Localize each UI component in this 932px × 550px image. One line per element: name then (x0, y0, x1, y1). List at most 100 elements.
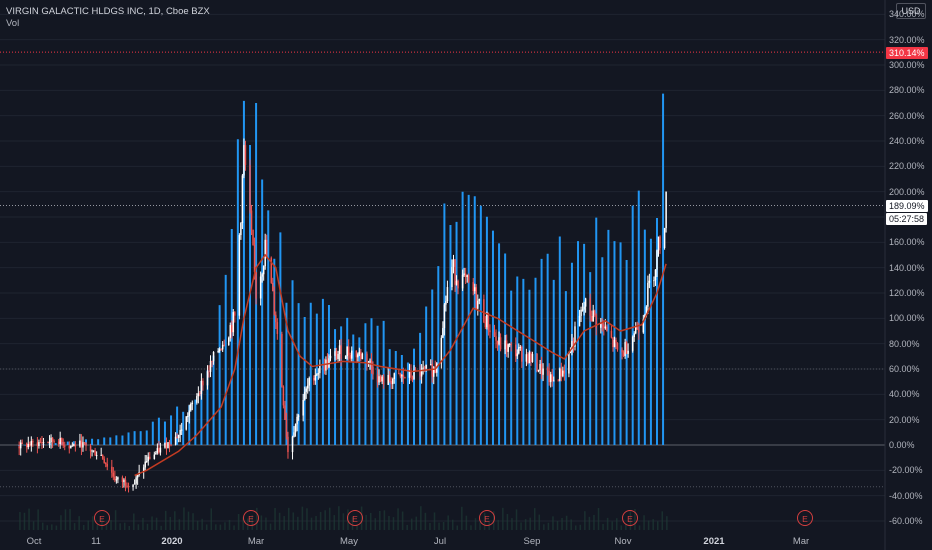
earnings-marker[interactable]: E (94, 510, 110, 526)
candle-body (273, 291, 276, 315)
candle-body (518, 347, 520, 354)
volume-histogram-bar (292, 512, 295, 530)
volume-histogram-bar (69, 509, 71, 530)
candle-body (284, 405, 286, 420)
candle-body (562, 370, 564, 377)
y-tick-label: 240.00% (889, 135, 925, 146)
candle-body (89, 446, 92, 452)
volume-histogram-bar (19, 512, 21, 530)
candle-body (472, 282, 474, 292)
candle-body (212, 351, 215, 362)
volume-histogram-bar (192, 513, 194, 530)
candle-body (313, 377, 315, 381)
volume-histogram-bar (123, 522, 126, 530)
candle-body (335, 351, 338, 359)
earnings-marker[interactable]: E (347, 510, 363, 526)
volume-histogram-bar (310, 517, 313, 530)
candle-body (47, 442, 49, 444)
volume-histogram-bar (283, 516, 285, 530)
candle-body (530, 352, 532, 362)
x-tick-label: Nov (614, 536, 632, 547)
candle-body (495, 336, 497, 341)
candle-body (381, 376, 383, 382)
candle-body (293, 432, 295, 437)
candle-body (303, 391, 306, 400)
candle-body (132, 484, 134, 487)
candle-body (296, 416, 298, 425)
volume-histogram-bar (260, 515, 263, 530)
x-tick-label: Oct (26, 536, 42, 547)
volume-histogram-bar (338, 506, 340, 530)
earnings-marker[interactable]: E (622, 510, 638, 526)
candle-body (200, 380, 203, 394)
candle-body (540, 363, 543, 375)
candle-body (202, 380, 204, 386)
volume-histogram-bar (447, 515, 449, 530)
candle-body (276, 322, 279, 334)
candle-body (625, 342, 628, 354)
candle-body (483, 299, 485, 323)
volume-histogram-bar (520, 522, 522, 530)
candle-body (340, 345, 342, 359)
candle-body (388, 374, 391, 381)
volume-histogram-bar (142, 517, 144, 530)
earnings-marker[interactable]: E (243, 510, 259, 526)
candle-body (647, 282, 649, 307)
candle-body (70, 446, 72, 449)
candle-body (393, 373, 396, 380)
candle-body (111, 466, 113, 473)
candle-body (648, 280, 651, 283)
candle-body (590, 315, 593, 322)
candle-body (398, 373, 400, 375)
candle-body (316, 374, 318, 376)
candle-body (294, 424, 297, 433)
candle-body (71, 445, 74, 447)
volume-histogram-bar (164, 510, 167, 530)
candle-body (63, 445, 66, 447)
candle-body (615, 339, 617, 344)
currency-button[interactable]: USD (896, 3, 926, 19)
earnings-marker[interactable]: E (479, 510, 495, 526)
candle-body (252, 229, 254, 245)
volume-histogram-bar (515, 509, 518, 530)
volume-histogram-bar (570, 519, 572, 530)
candle-body (164, 443, 166, 448)
candle-body (466, 275, 468, 278)
candle-body (238, 235, 241, 316)
candle-body (361, 353, 364, 360)
candle-body (358, 351, 361, 355)
volume-histogram-bar (561, 517, 563, 530)
volume-histogram-bar (625, 523, 627, 530)
candle-body (174, 436, 177, 445)
candle-body (572, 341, 575, 347)
candle-body (177, 434, 180, 438)
volume-histogram-bar (297, 516, 299, 530)
candle-body (221, 344, 224, 350)
candle-body (255, 272, 257, 299)
candle-body (659, 236, 661, 248)
candle-body (209, 360, 212, 372)
moving-average-line (134, 253, 667, 477)
volume-histogram-bar (46, 525, 49, 530)
x-tick-label: Sep (523, 536, 541, 547)
candle-body (48, 442, 51, 444)
candle-body (467, 275, 470, 283)
plot-area (0, 0, 885, 550)
volume-histogram-bar (128, 525, 131, 530)
candle-body (101, 454, 104, 459)
candle-body (281, 333, 283, 387)
volume-histogram-bar (278, 512, 281, 530)
candle-body (571, 341, 573, 352)
y-tick-label: 320.00% (889, 34, 925, 45)
x-tick-label: May (340, 536, 358, 547)
candle-body (104, 462, 107, 465)
candle-body (445, 301, 447, 305)
bar-countdown-label: 05:27:58 (886, 213, 928, 225)
earnings-marker[interactable]: E (797, 510, 813, 526)
candle-body (18, 446, 20, 449)
candle-body (475, 287, 478, 309)
volume-histogram-bar (524, 519, 527, 530)
volume-histogram-bar (588, 516, 591, 530)
candle-body (208, 371, 210, 373)
